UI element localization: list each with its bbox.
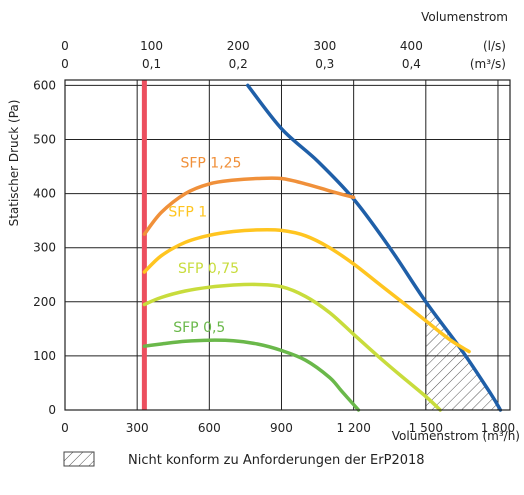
top-tick-label-ls: 200 (227, 39, 250, 53)
top-tick-label-m3s: 0,3 (315, 57, 334, 71)
y-tick-label: 300 (33, 241, 56, 255)
top-tick-label-m3s: 0,2 (229, 57, 248, 71)
y-tick-label: 200 (33, 295, 56, 309)
y-tick-label: 0 (48, 403, 56, 417)
series-label: SFP 0,75 (178, 261, 239, 277)
legend-text: Nicht konform zu Anforderungen der ErP20… (128, 453, 425, 468)
top-tick-label-ls: 300 (313, 39, 336, 53)
series-line-sfp-1-25 (142, 176, 356, 236)
x-tick-label: 0 (61, 421, 69, 435)
x-tick-label: 600 (198, 421, 221, 435)
plot-frame (64, 79, 511, 411)
x-tick-label: 1 800 (481, 421, 515, 435)
top-axis-unit-ls: (l/s) (483, 39, 506, 53)
y-axis-title: Statischer Druck (Pa) (7, 100, 21, 227)
top-axis-title: Volumenstrom (421, 10, 508, 24)
top-tick-label-ls: 0 (61, 39, 69, 53)
y-tick-label: 400 (33, 187, 56, 201)
y-tick-label: 600 (33, 78, 56, 92)
x-tick-label: 900 (270, 421, 293, 435)
series-label: SFP 1,25 (180, 156, 241, 172)
legend-swatch (63, 451, 95, 467)
top-tick-label-ls: 400 (400, 39, 423, 53)
x-tick-label: 300 (126, 421, 149, 435)
series-label: SFP 0,5 (173, 320, 225, 336)
x-tick-label: 1 200 (336, 421, 370, 435)
top-axis-unit-m3s: (m³/s) (470, 57, 506, 71)
system-curve-line (246, 83, 503, 412)
series-line-sfp-1 (142, 227, 471, 354)
y-tick-label: 500 (33, 133, 56, 147)
top-tick-label-m3s: 0,4 (402, 57, 421, 71)
series-line-sfp-0-75 (142, 282, 442, 412)
series-label: SFP 1 (168, 204, 207, 220)
top-tick-label-ls: 100 (140, 39, 163, 53)
x-axis-title: Volumenstrom (m³/h) (392, 429, 520, 443)
top-tick-label-m3s: 0,1 (142, 57, 161, 71)
y-tick-label: 100 (33, 349, 56, 363)
x-tick-label: 1 500 (409, 421, 443, 435)
top-tick-label-m3s: 0 (61, 57, 69, 71)
series-line-sfp-0-5 (142, 338, 361, 412)
